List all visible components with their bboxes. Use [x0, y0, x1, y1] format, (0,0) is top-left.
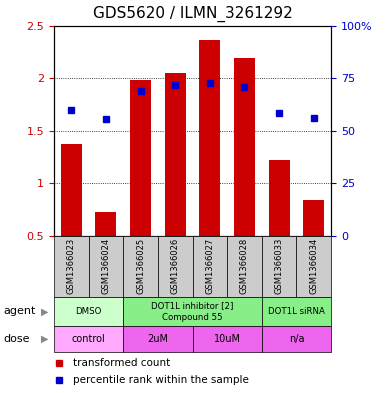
Text: n/a: n/a	[289, 334, 304, 344]
Bar	[54, 297, 123, 326]
Text: percentile rank within the sample: percentile rank within the sample	[73, 375, 249, 385]
Bar	[165, 73, 186, 236]
Bar	[296, 236, 331, 297]
Bar	[61, 144, 82, 236]
Bar	[95, 211, 116, 236]
Text: GDS5620 / ILMN_3261292: GDS5620 / ILMN_3261292	[93, 6, 292, 22]
Text: GSM1366023: GSM1366023	[67, 238, 76, 294]
Bar	[199, 40, 220, 236]
Text: GSM1366028: GSM1366028	[240, 238, 249, 294]
Bar	[269, 160, 290, 236]
Bar	[54, 326, 123, 352]
Bar	[130, 80, 151, 236]
Text: ▶: ▶	[40, 307, 48, 316]
Bar	[192, 236, 227, 297]
Text: GSM1366025: GSM1366025	[136, 238, 145, 294]
Text: 10uM: 10uM	[214, 334, 241, 344]
Text: GSM1366034: GSM1366034	[309, 238, 318, 294]
Text: GSM1366033: GSM1366033	[275, 238, 284, 294]
Text: agent: agent	[4, 307, 36, 316]
Bar	[303, 200, 324, 236]
Bar	[89, 236, 123, 297]
Text: 2uM: 2uM	[147, 334, 168, 344]
Bar	[123, 236, 158, 297]
Text: GSM1366024: GSM1366024	[101, 238, 110, 294]
Bar	[123, 297, 262, 326]
Bar	[262, 326, 331, 352]
Text: dose: dose	[4, 334, 30, 344]
Text: transformed count: transformed count	[73, 358, 171, 367]
Bar	[54, 236, 89, 297]
Text: DMSO: DMSO	[75, 307, 102, 316]
Bar	[123, 326, 192, 352]
Text: DOT1L siRNA: DOT1L siRNA	[268, 307, 325, 316]
Text: ▶: ▶	[40, 334, 48, 344]
Bar	[262, 236, 296, 297]
Bar	[192, 326, 262, 352]
Text: control: control	[72, 334, 105, 344]
Bar	[158, 236, 192, 297]
Text: DOT1L inhibitor [2]
Compound 55: DOT1L inhibitor [2] Compound 55	[151, 301, 234, 321]
Bar	[234, 58, 255, 236]
Bar	[262, 297, 331, 326]
Bar	[227, 236, 262, 297]
Text: GSM1366027: GSM1366027	[205, 238, 214, 294]
Text: GSM1366026: GSM1366026	[171, 238, 180, 294]
